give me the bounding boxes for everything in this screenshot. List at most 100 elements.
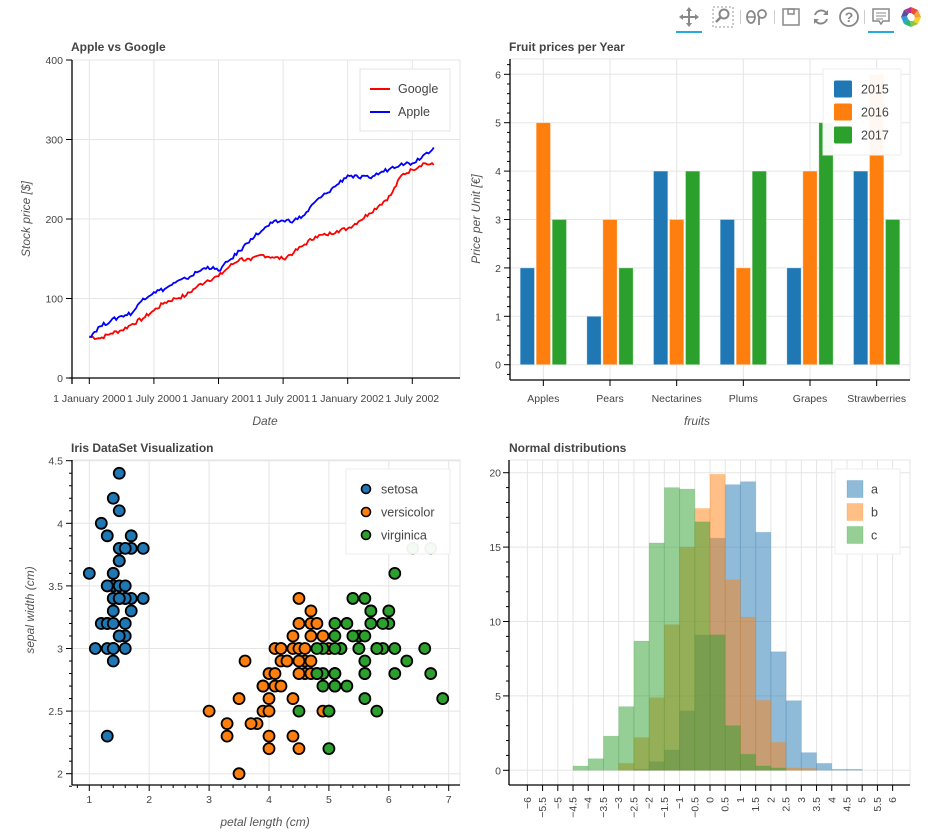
point-virginica [322, 704, 336, 718]
point-virginica [340, 679, 354, 693]
point-versicolor [304, 604, 318, 618]
hist-bar-c [663, 487, 681, 771]
legend-swatch-c [846, 526, 864, 544]
point-versicolor [262, 729, 276, 743]
point-versicolor [220, 717, 234, 731]
x-tick-label: Nectarines [652, 393, 702, 405]
svg-text:?: ? [845, 9, 854, 25]
y-tick-label: 3.5 [48, 581, 63, 593]
legend-label-2016: 2016 [861, 106, 889, 120]
point-setosa [100, 729, 114, 743]
x-tick-label: −3.5 [598, 797, 610, 818]
y-tick-label: 2.5 [48, 706, 63, 718]
pan-tool-button[interactable] [676, 4, 702, 33]
x-tick-label: 1 January 2001 [182, 393, 255, 405]
point-virginica [388, 566, 402, 580]
stock-legend: Google Apple [359, 68, 451, 132]
y-tick-label: 4.5 [48, 456, 63, 468]
hist-bar-c [724, 725, 741, 771]
x-tick-label: 2 [146, 794, 152, 806]
point-virginica [388, 642, 402, 655]
hist-bar-a [846, 768, 863, 771]
x-tick-label: Pears [596, 393, 623, 405]
point-virginica [346, 592, 360, 605]
save-tool-button[interactable] [778, 4, 804, 30]
x-tick-label: 1 [735, 797, 747, 803]
point-versicolor [232, 767, 246, 781]
point-versicolor [310, 617, 324, 630]
y-tick-label: 0 [57, 373, 63, 385]
x-tick-label: Strawberries [847, 393, 906, 405]
point-setosa [106, 654, 120, 668]
hist-bar-b [770, 741, 787, 771]
bar-strawberries-2015 [853, 170, 869, 366]
x-tick-label: −4 [583, 797, 595, 809]
point-virginica [382, 604, 396, 618]
help-tool-button[interactable]: ? [836, 4, 862, 30]
wheel-zoom-icon [746, 9, 767, 25]
line-series-apple [89, 146, 435, 338]
legend-box [834, 468, 901, 555]
bar-pears-2015 [586, 315, 602, 366]
point-setosa [94, 516, 108, 530]
hist-bar-c [679, 488, 696, 771]
point-setosa [112, 504, 126, 518]
plot-toolbar: ? [670, 0, 934, 34]
point-virginica [340, 617, 354, 630]
x-tick-label: −6 [522, 797, 534, 809]
legend-label-a: a [871, 483, 878, 497]
x-tick-label: 3 [206, 794, 212, 806]
hist-bar-a [800, 752, 818, 771]
point-versicolor [262, 692, 276, 705]
x-tick-label: 1 July 2001 [256, 393, 310, 405]
bar-plums-2015 [719, 219, 735, 366]
fruit-title: Fruit prices per Year [509, 40, 625, 54]
point-versicolor [292, 617, 306, 630]
help-icon: ? [839, 7, 859, 27]
point-virginica [292, 704, 306, 718]
point-virginica [364, 617, 378, 630]
point-versicolor [268, 667, 282, 680]
point-virginica [328, 617, 342, 630]
x-tick-label: 3.5 [811, 797, 823, 812]
y-tick-label: 10 [489, 617, 501, 629]
point-virginica [328, 679, 342, 693]
point-virginica [310, 642, 324, 655]
hist-bar-c [770, 767, 787, 771]
point-virginica [358, 692, 372, 705]
point-virginica [400, 654, 414, 668]
point-versicolor [202, 704, 216, 718]
point-versicolor [316, 629, 330, 643]
hist-bar-c [602, 735, 620, 771]
bar-pears-2016 [602, 219, 618, 366]
y-tick-label: 400 [45, 55, 63, 67]
hist-bar-a [816, 762, 833, 771]
hist-bar-c [572, 765, 589, 771]
legend-swatch-2017 [834, 126, 852, 144]
point-setosa [106, 617, 120, 630]
x-tick-label: 6 [887, 797, 899, 803]
hover-tool-button[interactable] [868, 4, 894, 33]
hist-bar-c [709, 634, 726, 771]
stock-y-axis-label: Stock price [$] [19, 180, 33, 257]
box-zoom-tool-button[interactable] [710, 4, 736, 30]
wheel-zoom-tool-button[interactable] [744, 4, 770, 30]
bokeh-logo[interactable] [898, 4, 924, 30]
point-virginica [352, 642, 366, 655]
point-setosa [112, 629, 126, 643]
bar-apples-2017 [551, 219, 567, 366]
point-setosa [136, 541, 150, 555]
point-setosa [106, 566, 120, 580]
reset-tool-button[interactable] [808, 4, 834, 30]
point-setosa [124, 529, 138, 543]
point-virginica [322, 742, 336, 756]
point-versicolor [286, 729, 300, 743]
y-tick-label: 20 [489, 468, 501, 480]
hist-title: Normal distributions [509, 441, 627, 455]
box-zoom-icon [712, 6, 734, 28]
legend-label-2015: 2015 [861, 83, 889, 97]
iris-scatter-chart: Iris DataSet Visualization 2 2.5 3 3.5 4 4.5 1 2… [23, 441, 461, 829]
hist-bar-c [648, 542, 665, 771]
fruit-legend: 2015 2016 2017 [822, 68, 902, 156]
